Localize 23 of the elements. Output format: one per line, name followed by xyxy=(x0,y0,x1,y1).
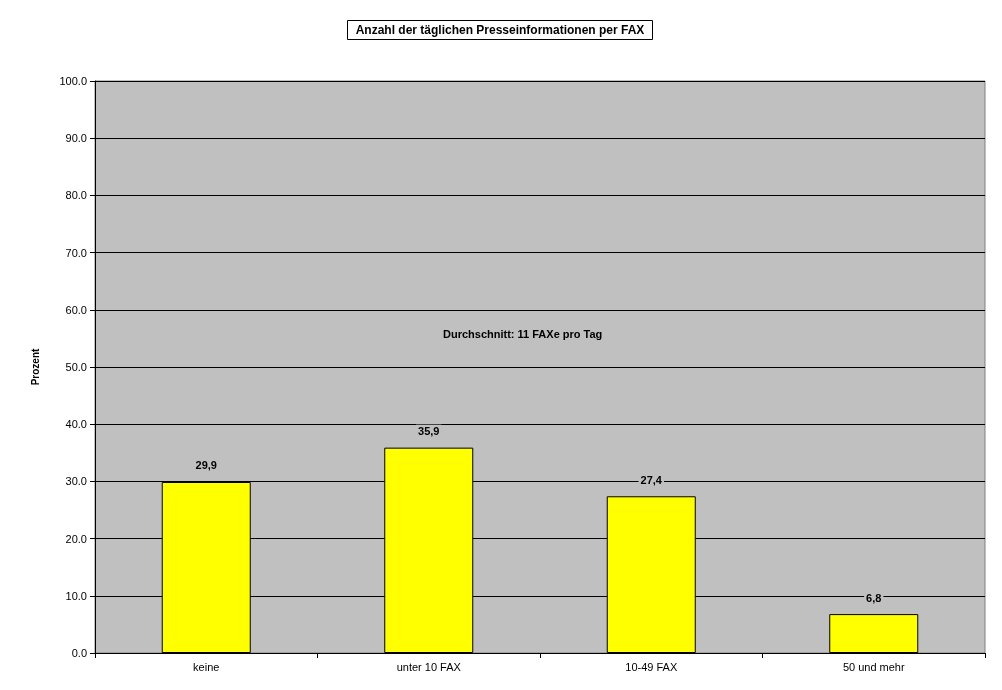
x-tick-label: 50 und mehr xyxy=(842,660,905,673)
y-tick-label: 80.0 xyxy=(65,189,87,202)
data-label: 35,9 xyxy=(418,425,440,438)
chart-title: Anzahl der täglichen Presseinformationen per FAX xyxy=(355,23,645,37)
y-tick-label: 30.0 xyxy=(65,475,87,488)
y-tick-label: 90.0 xyxy=(65,132,87,145)
bar xyxy=(829,614,919,653)
y-tick-label: 50.0 xyxy=(65,361,87,373)
data-label: 6,8 xyxy=(866,591,882,604)
y-tick-label: 10.0 xyxy=(65,589,87,602)
y-axis-title: Prozent xyxy=(29,348,41,386)
x-tick-label: unter 10 FAX xyxy=(396,660,462,673)
x-tick-label: keine xyxy=(193,660,220,673)
data-label: 29,9 xyxy=(195,459,217,472)
y-tick-label: 60.0 xyxy=(65,303,87,316)
y-tick-label: 20.0 xyxy=(65,532,87,545)
y-tick-label: 40.0 xyxy=(65,418,87,431)
y-tick-label: 100.0 xyxy=(59,75,87,87)
y-tick-label: 0.0 xyxy=(71,647,87,659)
y-tick-label: 70.0 xyxy=(65,246,87,259)
x-tick-label: 10-49 FAX xyxy=(625,660,678,673)
annotation: Durchschnitt: 11 FAXe pro Tag xyxy=(443,327,603,340)
data-label: 27,4 xyxy=(640,473,663,486)
